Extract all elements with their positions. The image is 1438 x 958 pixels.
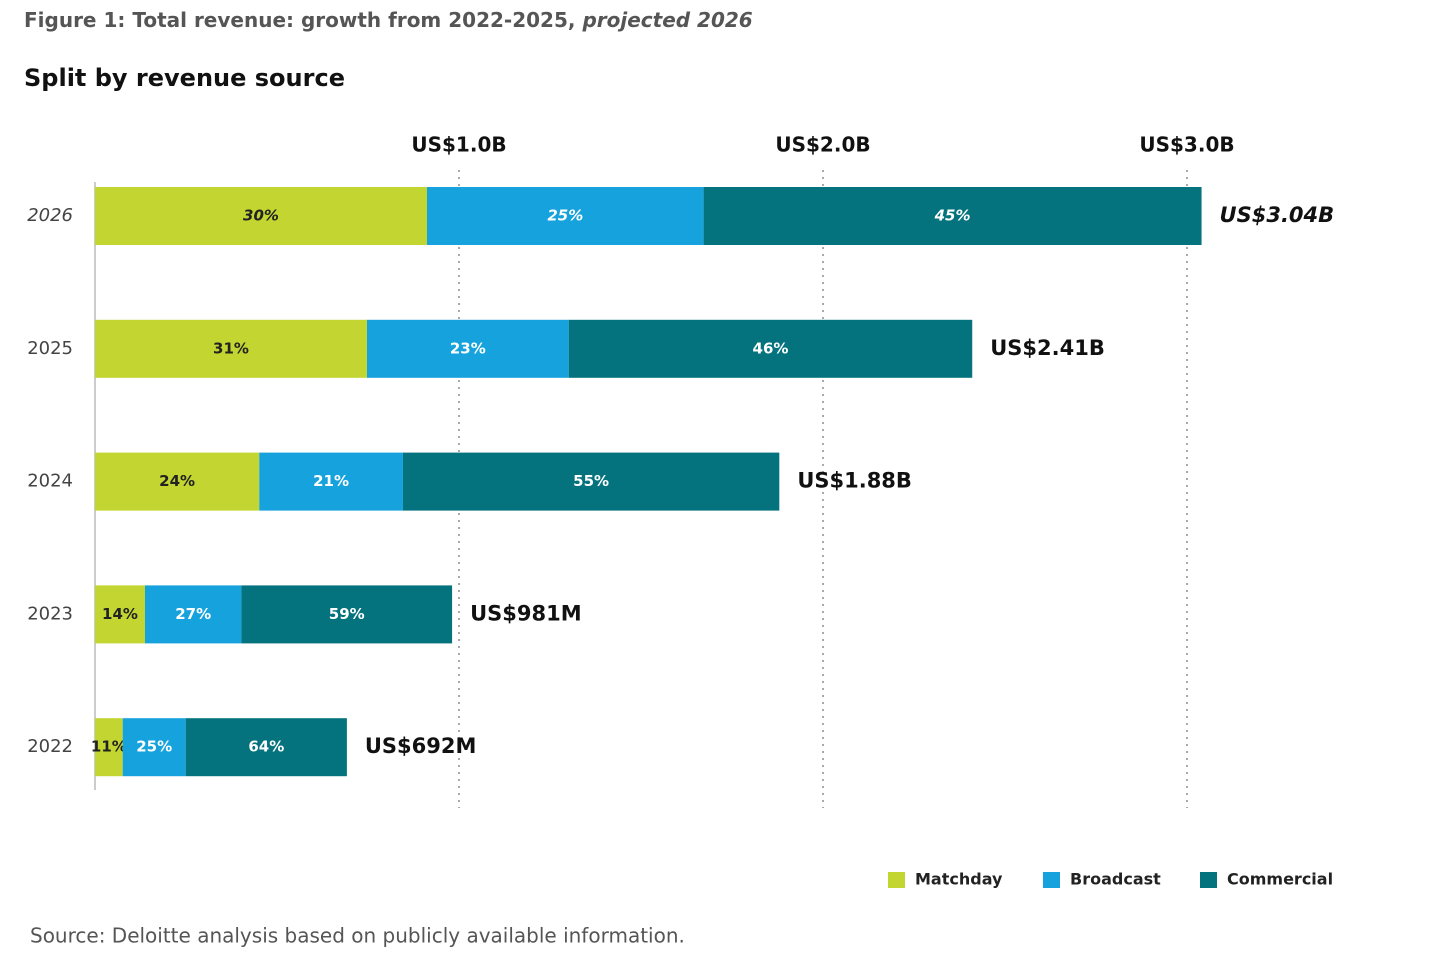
total-label: US$692M — [365, 734, 477, 758]
bar-segment — [144, 585, 242, 644]
y-tick-label: 2025 — [27, 338, 73, 359]
bar-segment — [185, 718, 347, 777]
segment-label: 25% — [136, 738, 172, 756]
y-tick-label: 2024 — [27, 471, 73, 492]
segment-label: 59% — [329, 605, 365, 623]
total-label: US$981M — [470, 601, 582, 625]
bar-segment — [402, 452, 780, 511]
segment-label: 14% — [102, 605, 138, 623]
total-label: US$1.88B — [797, 469, 912, 493]
segment-label: 21% — [313, 472, 349, 490]
x-tick-label: US$3.0B — [1139, 133, 1234, 157]
segment-label: 46% — [753, 339, 789, 357]
bar-segment — [241, 585, 453, 644]
total-label: US$3.04B — [1220, 203, 1335, 227]
segment-label: 45% — [934, 207, 971, 225]
segment-label: 27% — [175, 605, 211, 623]
y-tick-label: 2026 — [27, 205, 73, 226]
bar-segment — [259, 452, 403, 511]
x-tick-label: US$1.0B — [411, 133, 506, 157]
bar-segment — [703, 187, 1202, 245]
legend-swatch — [888, 872, 905, 888]
bar-segment — [122, 718, 186, 777]
title-main: Figure 1: Total revenue: growth from 202… — [24, 8, 575, 32]
bar-segment — [95, 718, 123, 777]
bar-segment — [95, 187, 427, 245]
legend-swatch — [1043, 872, 1060, 888]
source-note: Source: Deloitte analysis based on publi… — [30, 924, 685, 948]
y-tick-label: 2022 — [27, 736, 73, 757]
bar-segment — [426, 187, 704, 245]
segment-label: 30% — [243, 207, 279, 225]
bar-segment — [366, 319, 569, 378]
legend-swatch — [1200, 872, 1217, 888]
x-tick-label: US$2.0B — [775, 133, 870, 157]
bar-segment — [95, 452, 260, 511]
segment-label: 25% — [547, 207, 583, 225]
segment-label: 11% — [91, 738, 127, 756]
title-emphasis: projected 2026 — [581, 8, 752, 32]
legend-label: Broadcast — [1070, 870, 1161, 889]
segment-label: 23% — [450, 339, 486, 357]
segment-label: 64% — [248, 738, 284, 756]
bar-segment — [95, 319, 367, 378]
segment-label: 55% — [573, 472, 609, 490]
bar-segment — [568, 319, 973, 378]
bar-segment — [95, 585, 145, 644]
legend-label: Matchday — [915, 870, 1003, 889]
segment-label: 24% — [159, 472, 195, 490]
chart-subtitle: Split by revenue source — [24, 64, 345, 92]
total-label: US$2.41B — [990, 336, 1105, 360]
segment-label: 31% — [213, 339, 249, 357]
legend-label: Commercial — [1227, 870, 1333, 889]
y-tick-label: 2023 — [27, 603, 73, 624]
chart-title: Figure 1: Total revenue: growth from 202… — [24, 8, 753, 32]
